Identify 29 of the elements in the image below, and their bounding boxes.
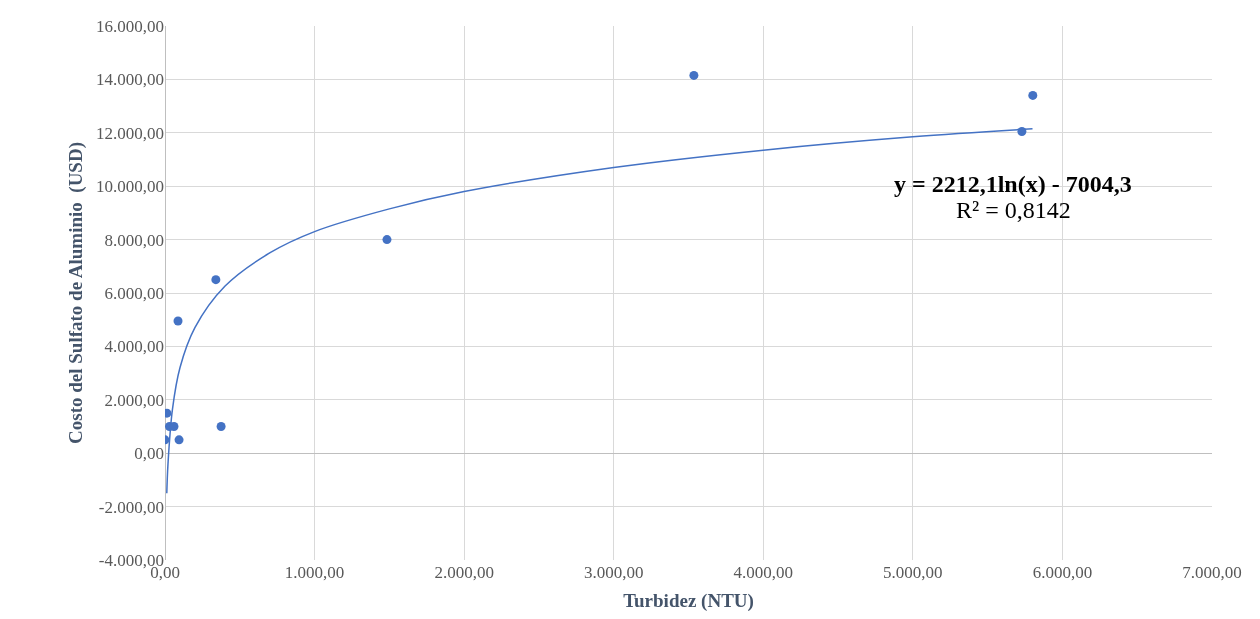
point	[1028, 90, 1038, 100]
annotation: y = 2212,1ln(x) - 7004,3	[894, 171, 1132, 197]
x-tick-label: 6.000,00	[1032, 563, 1093, 582]
x-tick-label: 1.000,00	[284, 563, 345, 582]
y-tick-label: 10.000,00	[96, 177, 164, 197]
annotation: R² = 0,8142	[956, 197, 1071, 223]
point	[1017, 126, 1027, 136]
x-tick-label: 7.000,00	[1182, 563, 1242, 582]
point	[174, 435, 184, 445]
x-axis-title: Turbidez (NTU)	[623, 589, 754, 612]
y-tick-label: 6.000,00	[104, 283, 164, 303]
x-tick-label: 4.000,00	[733, 563, 794, 582]
point	[211, 275, 221, 285]
x-tick-label: 2.000,00	[434, 563, 494, 582]
y-axis-title: Costo del Sulfato de Aluminio (USD)	[64, 142, 87, 444]
point	[689, 70, 699, 80]
y-tick-label: 2.000,00	[104, 390, 164, 410]
y-tick-label: 14.000,00	[96, 70, 164, 90]
point	[173, 316, 183, 326]
y-tick-label: 12.000,00	[96, 123, 164, 143]
x-tick-label: 3.000,00	[583, 563, 644, 582]
y-tick-label: 8.000,00	[104, 230, 164, 250]
y-tick-label: 16.000,00	[96, 16, 164, 36]
y-tick-label: -2.000,00	[98, 497, 164, 517]
point	[382, 235, 392, 245]
x-tick-label: 5.000,00	[883, 563, 943, 582]
point	[216, 422, 226, 431]
y-tick-label: 4.000,00	[104, 337, 164, 357]
y-tick-label: 0,00	[134, 444, 164, 464]
